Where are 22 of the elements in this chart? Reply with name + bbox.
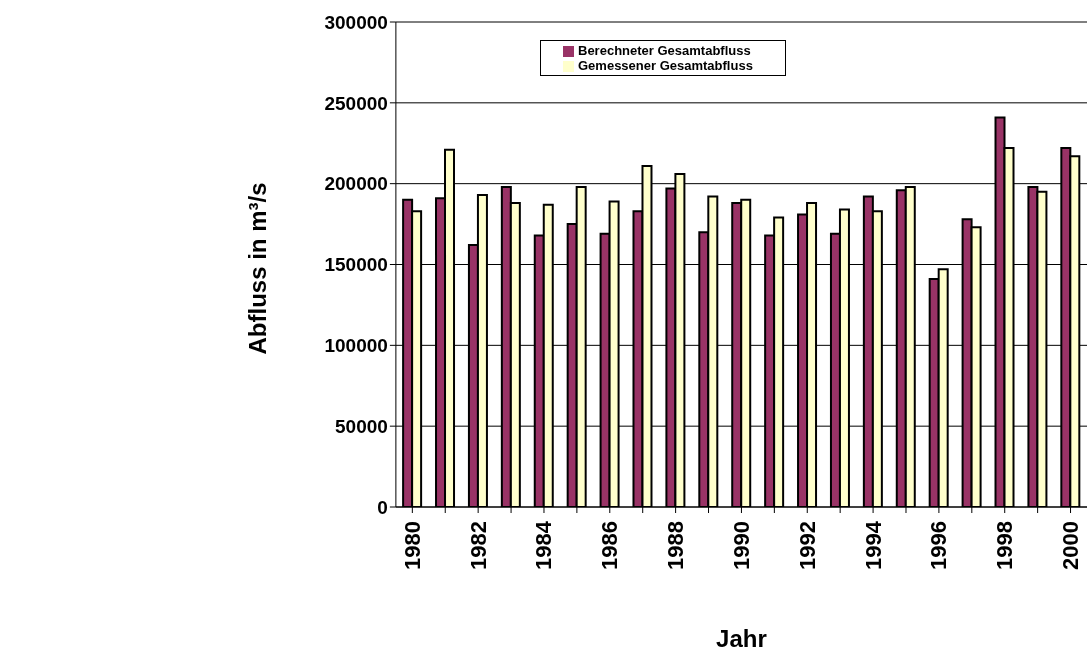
x-tick-label: 1996 [926, 521, 952, 570]
x-axis-title: Jahr [716, 625, 767, 652]
y-tick-label: 50000 [335, 415, 388, 437]
legend-label: Berechneter Gesamtabfluss [578, 43, 751, 58]
y-tick-label: 100000 [324, 335, 388, 357]
y-tick-label: 150000 [324, 254, 388, 276]
x-tick-label: 2000 [1058, 521, 1084, 570]
y-tick-label: 200000 [324, 173, 388, 195]
x-tick-label: 1986 [597, 521, 623, 570]
x-tick-label: 1998 [992, 521, 1018, 570]
y-axis-title: Abfluss in m³/s [244, 182, 272, 355]
y-tick-label: 0 [377, 496, 388, 518]
x-tick-label: 1988 [663, 521, 689, 570]
x-tick-label: 1982 [465, 521, 491, 570]
y-tick-label: 250000 [324, 92, 388, 114]
y-tick-label: 300000 [324, 11, 388, 33]
x-tick-label: 1984 [531, 520, 557, 570]
x-tick-label: 1990 [728, 521, 754, 570]
x-tick-label: 1992 [794, 521, 820, 570]
x-tick-label: 1994 [860, 520, 886, 570]
legend-label: Gemessener Gesamtabfluss [578, 58, 753, 73]
x-tick-label: 1980 [399, 521, 425, 570]
